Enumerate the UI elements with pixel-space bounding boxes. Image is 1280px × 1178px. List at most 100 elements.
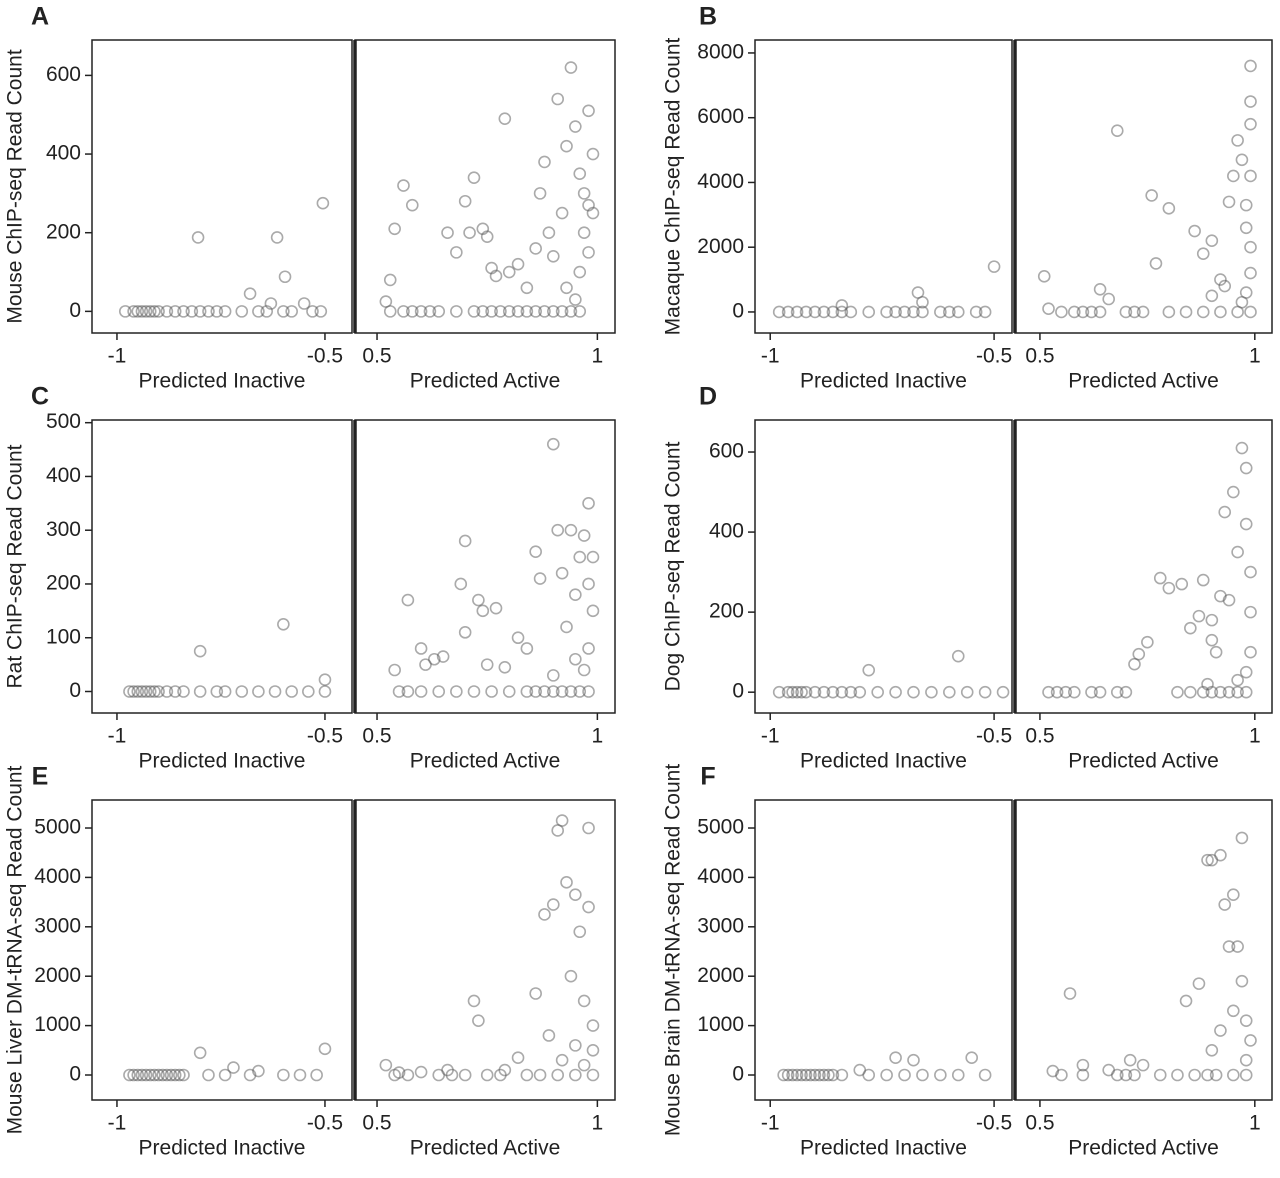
point [799, 1068, 813, 1082]
point [542, 226, 556, 240]
point [160, 305, 174, 318]
point [547, 669, 560, 682]
y-tick-label: 400 [709, 520, 744, 543]
point [383, 273, 397, 287]
point [835, 299, 849, 312]
plot-frame [354, 39, 616, 334]
point [160, 685, 174, 698]
point [235, 685, 249, 698]
point [405, 198, 419, 212]
point [1222, 593, 1236, 607]
x-tick-label: 0.5 [362, 725, 391, 748]
point [467, 685, 481, 698]
panel: F Mouse Brain DM-tRNA-seq Read Count 0 1000… [662, 763, 1273, 1160]
point [1179, 305, 1193, 319]
point [1201, 853, 1214, 867]
y-tick-label: 0 [69, 1063, 81, 1086]
point [268, 685, 282, 698]
point [127, 1068, 140, 1082]
point [210, 685, 224, 698]
point [808, 305, 822, 319]
point [1222, 940, 1236, 953]
point [168, 305, 182, 318]
point [139, 305, 153, 318]
point [1192, 977, 1206, 990]
point [1218, 505, 1232, 519]
plot-frame [354, 799, 616, 1101]
point [164, 1068, 178, 1082]
x-tick-label: 1 [1249, 345, 1261, 368]
point [160, 1068, 174, 1082]
point [889, 685, 902, 699]
point [480, 230, 494, 243]
y-tick-label: 4000 [697, 865, 744, 888]
y-axis-label: Rat ChIP-seq Read Count [4, 444, 27, 688]
point [564, 61, 578, 74]
point [260, 305, 274, 318]
point [450, 246, 463, 259]
plot-frame [754, 39, 1013, 334]
plot-frame [1014, 39, 1273, 334]
point [916, 295, 929, 309]
point [577, 187, 591, 200]
point [569, 1068, 582, 1082]
point [135, 305, 149, 318]
point [316, 196, 330, 210]
point [511, 305, 525, 318]
point [302, 685, 315, 698]
point [965, 1051, 979, 1065]
point [555, 814, 569, 827]
point [277, 305, 290, 318]
y-tick-label: 300 [46, 518, 81, 541]
point [485, 305, 498, 318]
point [573, 685, 587, 698]
point [582, 104, 595, 118]
point [1218, 279, 1232, 293]
point [173, 1068, 186, 1082]
point [467, 994, 481, 1008]
point [547, 685, 560, 698]
point [1235, 831, 1249, 845]
point [1188, 1068, 1201, 1082]
point [844, 305, 858, 319]
point [152, 685, 165, 698]
point [177, 1068, 190, 1082]
point [533, 572, 547, 585]
point [193, 644, 207, 658]
x-axis-label: Predicted Active [410, 1137, 561, 1160]
point [790, 305, 804, 319]
point [218, 685, 232, 698]
point [1231, 673, 1244, 687]
point [1179, 994, 1193, 1008]
point [934, 305, 947, 319]
point [1231, 134, 1244, 147]
y-tick-label: 600 [46, 63, 81, 86]
point [1042, 302, 1055, 316]
point [1119, 685, 1133, 699]
point [458, 534, 472, 548]
point [520, 685, 534, 698]
point [577, 529, 591, 542]
point [573, 265, 587, 279]
point [529, 242, 542, 255]
point [1231, 685, 1244, 699]
point [1239, 198, 1253, 212]
x-tick-label: -1 [108, 1112, 127, 1135]
point [777, 1068, 790, 1082]
point [978, 685, 992, 699]
point [951, 649, 965, 663]
point [547, 898, 560, 911]
point [560, 620, 573, 634]
point [862, 663, 876, 677]
x-axis-label: Predicted Inactive [139, 370, 306, 393]
point [476, 604, 490, 618]
x-tick-label: -1 [108, 345, 127, 368]
x-tick-label: 0.5 [1025, 1112, 1054, 1135]
point [772, 305, 786, 319]
point [177, 305, 190, 318]
point [1085, 305, 1098, 319]
point [907, 685, 920, 699]
y-tick-label: 2000 [34, 964, 81, 987]
point [1136, 1058, 1150, 1072]
point [502, 265, 516, 279]
